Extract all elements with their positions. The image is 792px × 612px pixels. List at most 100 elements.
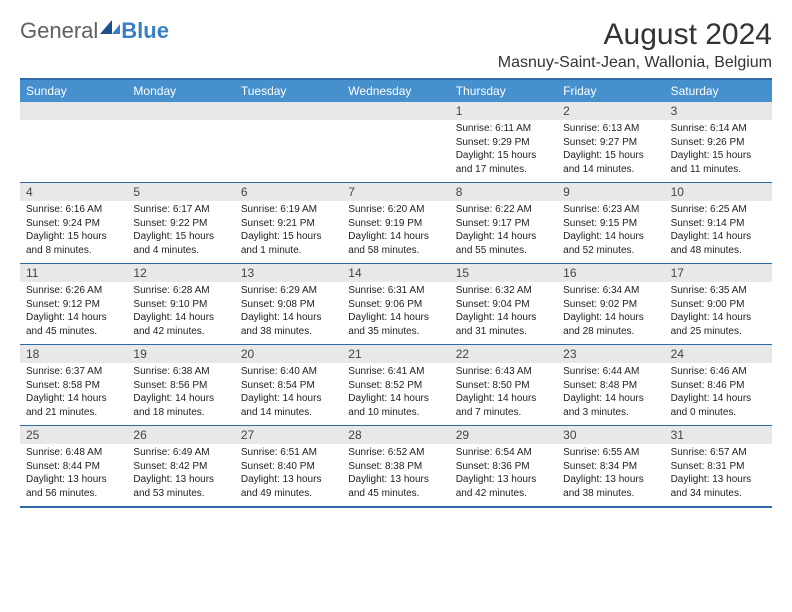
day-cell: Sunrise: 6:13 AMSunset: 9:27 PMDaylight:… [557, 120, 664, 182]
day-cell [20, 120, 127, 182]
day-number: 31 [665, 426, 772, 444]
day-cell [127, 120, 234, 182]
day-number: 16 [557, 264, 664, 282]
day-number-row: 45678910 [20, 182, 772, 201]
month-title: August 2024 [498, 18, 772, 52]
day-number: 22 [450, 345, 557, 363]
day-cell: Sunrise: 6:44 AMSunset: 8:48 PMDaylight:… [557, 363, 664, 425]
sunset-text: Sunset: 9:02 PM [563, 298, 658, 312]
daylight-text: Daylight: 15 hours and 17 minutes. [456, 149, 551, 176]
day-number: 8 [450, 183, 557, 201]
day-number: 28 [342, 426, 449, 444]
sunset-text: Sunset: 8:44 PM [26, 460, 121, 474]
sunset-text: Sunset: 9:04 PM [456, 298, 551, 312]
sunset-text: Sunset: 9:17 PM [456, 217, 551, 231]
daylight-text: Daylight: 13 hours and 38 minutes. [563, 473, 658, 500]
day-cell [235, 120, 342, 182]
sunset-text: Sunset: 8:36 PM [456, 460, 551, 474]
daylight-text: Daylight: 14 hours and 35 minutes. [348, 311, 443, 338]
day-cell: Sunrise: 6:52 AMSunset: 8:38 PMDaylight:… [342, 444, 449, 506]
daylight-text: Daylight: 14 hours and 42 minutes. [133, 311, 228, 338]
day-number: 23 [557, 345, 664, 363]
daylight-text: Daylight: 13 hours and 49 minutes. [241, 473, 336, 500]
weekday-monday: Monday [127, 80, 234, 102]
day-cell [342, 120, 449, 182]
daylight-text: Daylight: 14 hours and 14 minutes. [241, 392, 336, 419]
day-number: 9 [557, 183, 664, 201]
week-row: Sunrise: 6:48 AMSunset: 8:44 PMDaylight:… [20, 444, 772, 506]
day-number: 21 [342, 345, 449, 363]
day-number: 29 [450, 426, 557, 444]
week-row: Sunrise: 6:26 AMSunset: 9:12 PM Daylight:… [20, 282, 772, 344]
day-number: 10 [665, 183, 772, 201]
sunrise-text: Sunrise: 6:52 AM [348, 446, 443, 460]
sunset-text: Sunset: 8:58 PM [26, 379, 121, 393]
daylight-text: Daylight: 14 hours and 28 minutes. [563, 311, 658, 338]
daylight-text: Daylight: 15 hours and 11 minutes. [671, 149, 766, 176]
sunset-text: Sunset: 9:26 PM [671, 136, 766, 150]
sunset-text: Sunset: 8:48 PM [563, 379, 658, 393]
weekday-wednesday: Wednesday [342, 80, 449, 102]
daylight-text: Daylight: 14 hours and 10 minutes. [348, 392, 443, 419]
sunrise-text: Sunrise: 6:46 AM [671, 365, 766, 379]
day-cell: Sunrise: 6:55 AMSunset: 8:34 PMDaylight:… [557, 444, 664, 506]
day-number-row: 11121314151617 [20, 263, 772, 282]
day-cell: Sunrise: 6:14 AMSunset: 9:26 PMDaylight:… [665, 120, 772, 182]
day-number: 25 [20, 426, 127, 444]
daylight-text: Daylight: 13 hours and 34 minutes. [671, 473, 766, 500]
sunset-text: Sunset: 8:54 PM [241, 379, 336, 393]
day-number [127, 102, 234, 120]
week-row: Sunrise: 6:16 AMSunset: 9:24 PMDaylight:… [20, 201, 772, 263]
day-cell: Sunrise: 6:31 AMSunset: 9:06 PMDaylight:… [342, 282, 449, 344]
sunset-text: Sunset: 9:10 PM [133, 298, 228, 312]
sunset-text: Sunset: 8:42 PM [133, 460, 228, 474]
sunrise-text: Sunrise: 6:13 AM [563, 122, 658, 136]
weekday-tuesday: Tuesday [235, 80, 342, 102]
sunset-text: Sunset: 8:46 PM [671, 379, 766, 393]
sunrise-text: Sunrise: 6:17 AM [133, 203, 228, 217]
sunset-text: Sunset: 8:31 PM [671, 460, 766, 474]
day-number: 19 [127, 345, 234, 363]
day-cell: Sunrise: 6:22 AMSunset: 9:17 PMDaylight:… [450, 201, 557, 263]
sunrise-text: Sunrise: 6:37 AM [26, 365, 121, 379]
sunrise-text: Sunrise: 6:51 AM [241, 446, 336, 460]
day-cell: Sunrise: 6:57 AMSunset: 8:31 PMDaylight:… [665, 444, 772, 506]
day-cell: Sunrise: 6:28 AMSunset: 9:10 PMDaylight:… [127, 282, 234, 344]
day-cell: Sunrise: 6:43 AMSunset: 8:50 PMDaylight:… [450, 363, 557, 425]
day-number: 20 [235, 345, 342, 363]
sunset-text: Sunset: 8:38 PM [348, 460, 443, 474]
sunrise-text: Sunrise: 6:54 AM [456, 446, 551, 460]
sunset-text: Sunset: 9:12 PM [26, 298, 121, 312]
daylight-text: Daylight: 13 hours and 53 minutes. [133, 473, 228, 500]
daylight-text: Daylight: 14 hours and 18 minutes. [133, 392, 228, 419]
day-number: 14 [342, 264, 449, 282]
day-cell: Sunrise: 6:34 AMSunset: 9:02 PMDaylight:… [557, 282, 664, 344]
sunrise-text: Sunrise: 6:20 AM [348, 203, 443, 217]
sunrise-text: Sunrise: 6:32 AM [456, 284, 551, 298]
sunset-text: Sunset: 9:27 PM [563, 136, 658, 150]
day-cell: Sunrise: 6:35 AMSunset: 9:00 PMDaylight:… [665, 282, 772, 344]
day-cell: Sunrise: 6:40 AMSunset: 8:54 PMDaylight:… [235, 363, 342, 425]
day-cell: Sunrise: 6:41 AMSunset: 8:52 PMDaylight:… [342, 363, 449, 425]
day-number-row: 25262728293031 [20, 425, 772, 444]
weekday-saturday: Saturday [665, 80, 772, 102]
location-label: Masnuy-Saint-Jean, Wallonia, Belgium [498, 54, 772, 72]
weeks-container: 123Sunrise: 6:11 AMSunset: 9:29 PMDaylig… [20, 102, 772, 506]
brand-part1: General [20, 18, 98, 44]
sunrise-text: Sunrise: 6:49 AM [133, 446, 228, 460]
day-cell: Sunrise: 6:38 AMSunset: 8:56 PMDaylight:… [127, 363, 234, 425]
sunrise-text: Sunrise: 6:29 AM [241, 284, 336, 298]
sunset-text: Sunset: 8:34 PM [563, 460, 658, 474]
day-cell: Sunrise: 6:20 AMSunset: 9:19 PMDaylight:… [342, 201, 449, 263]
weekday-friday: Friday [557, 80, 664, 102]
day-number: 12 [127, 264, 234, 282]
sunrise-text: Sunrise: 6:26 AM [26, 284, 121, 298]
sunset-text: Sunset: 9:06 PM [348, 298, 443, 312]
sunrise-text: Sunrise: 6:34 AM [563, 284, 658, 298]
daylight-text: Daylight: 14 hours and 3 minutes. [563, 392, 658, 419]
weekday-header: Sunday Monday Tuesday Wednesday Thursday… [20, 80, 772, 102]
daylight-text: Daylight: 14 hours and 21 minutes. [26, 392, 121, 419]
daylight-text: Daylight: 14 hours and 58 minutes. [348, 230, 443, 257]
weekday-thursday: Thursday [450, 80, 557, 102]
day-cell: Sunrise: 6:16 AMSunset: 9:24 PMDaylight:… [20, 201, 127, 263]
